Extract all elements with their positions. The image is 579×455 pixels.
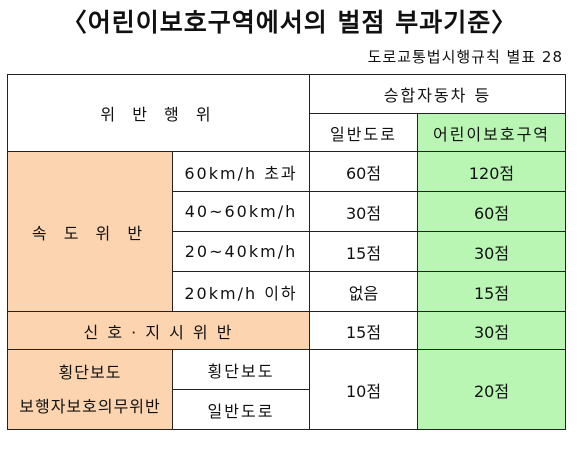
school-zone-points: 120점	[417, 151, 566, 192]
normal-road-points: 없음	[309, 271, 418, 312]
page-title: 〈어린이보호구역에서의 벌점 부과기준〉	[61, 8, 518, 37]
table-row: 횡단보도 보행자보호의무위반 횡단보도 10점 20점	[7, 349, 566, 430]
school-zone-points: 15점	[417, 271, 566, 312]
header-vehicle-group: 승합자동차 등	[309, 74, 566, 114]
school-zone-points: 20점	[417, 349, 566, 430]
normal-road-points: 10점	[309, 349, 418, 430]
header-row-1: 위 반 행 위 승합자동차 등	[7, 74, 566, 152]
regulation-reference: 도로교통법시행규칙 별표 28	[367, 48, 563, 66]
speeding-condition: 60km/h 초과	[172, 151, 310, 192]
crosswalk-sub-crosswalk: 횡단보도	[172, 349, 310, 390]
school-zone-points: 30점	[417, 231, 566, 272]
crosswalk-label-line2: 보행자보호의무위반	[19, 396, 161, 416]
normal-road-points: 15점	[309, 311, 418, 350]
table-row: 20km/h 이하 없음 15점	[8, 271, 566, 312]
table-row: 20~40km/h 15점 30점	[8, 231, 566, 272]
header-row-2: 일반도로 어린이보호구역	[8, 113, 566, 152]
normal-road-points: 60점	[309, 151, 418, 192]
speeding-condition: 40~60km/h	[172, 191, 310, 232]
crosswalk-violation-label: 횡단보도 보행자보호의무위반	[7, 349, 173, 430]
signal-violation-label: 신 호 · 지 시 위 반	[7, 311, 310, 350]
penalty-points-table: 위 반 행 위 승합자동차 등 일반도로 어린이보호구역 속 도 위 반 60k…	[7, 74, 566, 430]
table-row: 40~60km/h 30점 60점	[8, 191, 566, 232]
school-zone-points: 60점	[417, 191, 566, 232]
school-zone-points: 30점	[417, 311, 566, 350]
table-row: 일반도로	[8, 389, 566, 430]
speeding-label: 속 도 위 반	[7, 151, 173, 312]
normal-road-points: 15점	[309, 231, 418, 272]
crosswalk-label-line1: 횡단보도	[58, 362, 122, 382]
header-normal-road: 일반도로	[309, 113, 418, 152]
table-row: 속 도 위 반 60km/h 초과 60점 120점	[7, 151, 566, 312]
header-violation: 위 반 행 위	[7, 74, 310, 152]
crosswalk-sub-normal-road: 일반도로	[172, 389, 310, 430]
normal-road-points: 30점	[309, 191, 418, 232]
header-school-zone: 어린이보호구역	[417, 113, 566, 152]
speeding-condition: 20~40km/h	[172, 231, 310, 272]
table-row: 신 호 · 지 시 위 반 15점 30점	[7, 311, 566, 350]
speeding-condition: 20km/h 이하	[172, 271, 310, 312]
